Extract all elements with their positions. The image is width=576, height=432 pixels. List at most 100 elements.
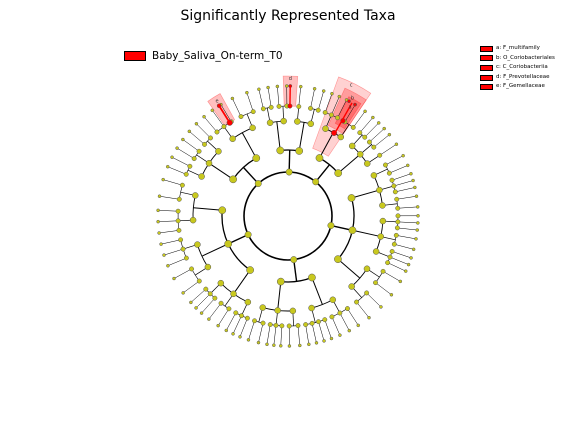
- taxon-node: [183, 171, 189, 177]
- taxon-node: [230, 290, 237, 298]
- branch: [352, 229, 381, 238]
- clade-legend-label: b: O_Coriobacteriales: [496, 54, 555, 61]
- branch: [393, 180, 414, 187]
- taxon-node: [226, 306, 232, 312]
- clade-label: a: [348, 105, 351, 111]
- taxon-node: [249, 124, 256, 132]
- taxon-node: [189, 300, 193, 305]
- cladogram-nodes: [156, 84, 420, 348]
- taxon-node: [308, 105, 313, 111]
- branch: [161, 239, 181, 245]
- clade-legend-label: d: F_Prevotellaceae: [496, 73, 550, 80]
- taxon-node: [290, 256, 298, 264]
- taxon-node: [367, 315, 371, 320]
- taxon-node: [327, 222, 335, 229]
- taxon-node: [403, 269, 408, 273]
- taxon-node: [170, 155, 174, 159]
- branch: [364, 122, 379, 138]
- taxon-node: [379, 305, 383, 309]
- taxon-node: [394, 225, 400, 231]
- taxon-node: [161, 177, 165, 182]
- branch: [189, 131, 205, 145]
- branch: [293, 259, 298, 282]
- clade-legend-item: e: F_Gemellaceae: [480, 82, 555, 92]
- taxon-node: [218, 206, 227, 215]
- taxon-node: [230, 96, 235, 101]
- taxon-node: [303, 322, 309, 328]
- taxon-node: [315, 154, 324, 162]
- branch: [385, 155, 404, 166]
- taxon-node: [259, 304, 266, 311]
- taxon-node: [322, 317, 328, 323]
- branch: [212, 110, 225, 127]
- taxon-node: [260, 320, 266, 326]
- taxon-node: [272, 343, 276, 347]
- taxon-node: [389, 248, 395, 254]
- taxon-node: [328, 112, 334, 118]
- taxon-node: [380, 268, 386, 274]
- taxon-node: [244, 298, 252, 306]
- taxon-node: [287, 344, 292, 348]
- branch: [248, 320, 255, 340]
- taxon-node: [315, 107, 321, 113]
- branch: [196, 123, 211, 139]
- taxon-node: [370, 172, 378, 179]
- branch: [395, 187, 415, 193]
- taxon-node: [322, 125, 329, 132]
- taxon-node: [244, 231, 252, 239]
- taxon-node: [175, 218, 181, 224]
- clade-legend-swatch: [480, 64, 493, 71]
- taxon-node: [348, 283, 355, 290]
- taxon-node: [391, 183, 397, 189]
- taxon-node: [411, 178, 415, 183]
- taxon-node: [395, 219, 401, 225]
- taxon-node: [221, 124, 227, 130]
- taxon-node: [344, 306, 350, 312]
- taxon-node: [377, 152, 383, 158]
- taxon-node: [276, 277, 285, 286]
- taxon-node: [267, 322, 273, 327]
- taxon-node: [395, 205, 401, 211]
- clade-legend-item: c: C_Coriobacteriia: [480, 63, 555, 73]
- taxon-node: [224, 240, 233, 248]
- branch: [397, 221, 418, 224]
- clade-legend-swatch: [480, 45, 493, 52]
- clade-legend-item: d: F_Prevotellaceae: [480, 73, 555, 83]
- taxon-node: [231, 332, 235, 336]
- branch: [369, 128, 385, 143]
- taxon-node: [233, 310, 239, 316]
- taxon-node: [391, 241, 397, 247]
- taxon-node: [175, 146, 179, 150]
- taxon-node: [387, 254, 393, 260]
- taxon-node: [416, 221, 420, 225]
- taxon-node: [203, 286, 209, 292]
- branch: [158, 220, 179, 222]
- taxon-node: [257, 87, 261, 92]
- taxon-node: [371, 115, 375, 120]
- taxon-node: [356, 323, 360, 328]
- taxon-node: [202, 114, 206, 119]
- branch: [159, 230, 179, 234]
- taxon-node: [217, 279, 225, 287]
- taxon-node: [308, 304, 315, 312]
- branch: [242, 166, 259, 185]
- taxon-node: [256, 340, 261, 345]
- taxon-node: [308, 273, 316, 282]
- branch: [195, 293, 211, 309]
- branch: [337, 99, 347, 118]
- branch: [173, 268, 192, 279]
- taxon-node: [156, 208, 160, 213]
- clade-legend-item: a: F_multifamily: [480, 44, 555, 54]
- branch: [258, 323, 264, 343]
- branch: [266, 324, 271, 345]
- taxon-node: [371, 144, 377, 150]
- taxon-node: [347, 99, 351, 104]
- taxon-node: [194, 121, 199, 126]
- branch: [389, 256, 409, 265]
- branch: [218, 105, 231, 124]
- taxon-node: [266, 85, 270, 90]
- taxon-node: [364, 290, 370, 296]
- branch: [318, 321, 325, 341]
- branch: [239, 318, 248, 337]
- clade-legend-swatch: [480, 74, 493, 81]
